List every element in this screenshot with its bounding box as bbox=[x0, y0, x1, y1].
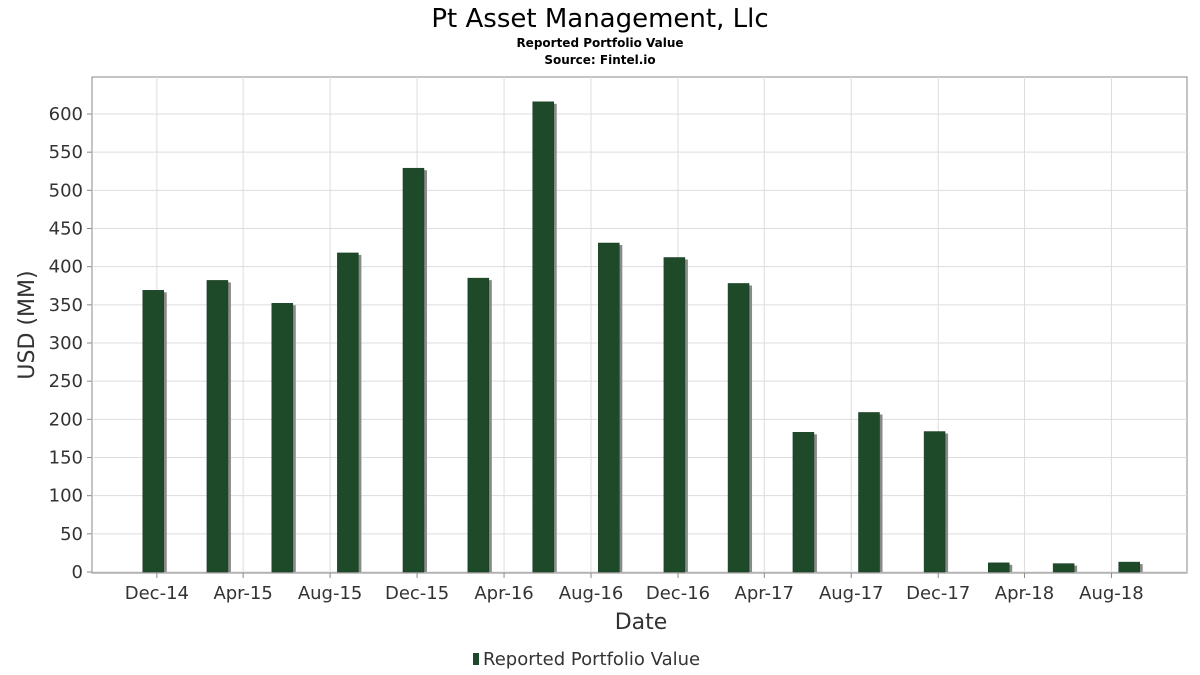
bar bbox=[337, 252, 359, 573]
y-tick-label: 300 bbox=[49, 333, 83, 354]
y-tick-label: 150 bbox=[49, 448, 83, 469]
bar bbox=[663, 257, 686, 573]
plot-area bbox=[91, 76, 1188, 574]
y-tick-label: 200 bbox=[49, 409, 83, 430]
bar bbox=[858, 412, 880, 573]
legend-swatch bbox=[473, 653, 479, 665]
y-tick-label: 450 bbox=[49, 219, 83, 240]
y-tick-label: 500 bbox=[49, 180, 83, 201]
bar bbox=[532, 101, 554, 573]
bar bbox=[1052, 563, 1075, 573]
x-tick-label: Aug-16 bbox=[559, 583, 624, 604]
bar bbox=[987, 562, 1010, 573]
bar bbox=[923, 431, 946, 573]
bar bbox=[271, 303, 294, 573]
bar bbox=[792, 432, 815, 573]
legend: Reported Portfolio Value bbox=[473, 649, 700, 670]
x-tick-label: Dec-16 bbox=[646, 583, 710, 604]
x-tick-label: Apr-16 bbox=[474, 583, 533, 604]
x-tick-label: Apr-18 bbox=[995, 583, 1054, 604]
y-tick-label: 550 bbox=[49, 142, 83, 163]
x-tick-label: Aug-18 bbox=[1079, 583, 1144, 604]
bar bbox=[467, 277, 490, 573]
y-tick-label: 400 bbox=[49, 257, 83, 278]
x-tick-label: Aug-17 bbox=[819, 583, 884, 604]
chart-title: Pt Asset Management, Llc bbox=[431, 4, 768, 34]
bar bbox=[598, 242, 620, 573]
axes: 0 50 100 150 200 250 300 350 400 450 500 550 600 Dec-… bbox=[49, 104, 1187, 604]
y-tick-label: 600 bbox=[49, 104, 83, 125]
bar bbox=[727, 283, 750, 573]
chart-subtitle: Reported Portfolio Value bbox=[516, 36, 683, 50]
legend-label: Reported Portfolio Value bbox=[483, 649, 700, 670]
y-tick-label: 0 bbox=[72, 562, 83, 583]
x-tick-label: Dec-15 bbox=[385, 583, 449, 604]
y-tick-label: 50 bbox=[60, 524, 83, 545]
x-tick-label: Apr-17 bbox=[735, 583, 794, 604]
x-tick-label: Aug-15 bbox=[298, 583, 363, 604]
x-tick-label: Dec-17 bbox=[906, 583, 970, 604]
y-tick-label: 350 bbox=[49, 295, 83, 316]
bar bbox=[142, 290, 165, 573]
x-tick-label: Dec-14 bbox=[125, 583, 189, 604]
bar bbox=[1118, 561, 1140, 573]
y-tick-label: 100 bbox=[49, 486, 83, 507]
bars bbox=[142, 101, 1143, 573]
x-tick-label: Apr-15 bbox=[213, 583, 272, 604]
y-tick-label: 250 bbox=[49, 371, 83, 392]
x-axis-title: Date bbox=[615, 610, 668, 635]
bar bbox=[206, 280, 229, 573]
bar bbox=[402, 167, 425, 573]
chart-source: Source: Fintel.io bbox=[544, 53, 655, 67]
y-axis-title: USD (MM) bbox=[15, 270, 40, 379]
